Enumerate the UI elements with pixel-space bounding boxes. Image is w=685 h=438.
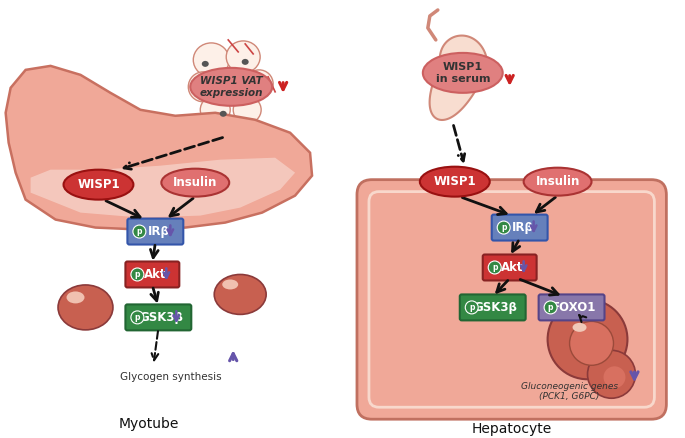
Text: WISP1 VAT
expression: WISP1 VAT expression	[199, 76, 263, 98]
Text: IRβ: IRβ	[147, 225, 169, 238]
Ellipse shape	[446, 55, 474, 90]
Text: Akt: Akt	[144, 268, 166, 281]
Circle shape	[544, 301, 557, 314]
Text: Gluconeogenic genes
(PCK1, G6PC): Gluconeogenic genes (PCK1, G6PC)	[521, 381, 618, 401]
Ellipse shape	[226, 41, 260, 73]
Ellipse shape	[242, 59, 249, 65]
Ellipse shape	[190, 68, 272, 106]
Ellipse shape	[193, 43, 229, 77]
Circle shape	[131, 268, 144, 281]
FancyBboxPatch shape	[127, 219, 184, 244]
Polygon shape	[429, 35, 488, 120]
Ellipse shape	[214, 275, 266, 314]
Text: Akt: Akt	[501, 261, 524, 274]
Text: FOXO1: FOXO1	[552, 301, 597, 314]
Circle shape	[465, 301, 478, 314]
Text: p: p	[469, 303, 475, 312]
Text: GSK3β: GSK3β	[474, 301, 518, 314]
Text: Insulin: Insulin	[536, 175, 580, 188]
Ellipse shape	[162, 169, 229, 197]
Text: p: p	[492, 263, 497, 272]
Text: p: p	[135, 313, 140, 322]
Circle shape	[603, 366, 625, 388]
Ellipse shape	[453, 61, 471, 85]
Circle shape	[133, 225, 146, 238]
Text: p: p	[135, 270, 140, 279]
Text: WISP1
in serum: WISP1 in serum	[436, 62, 490, 84]
FancyBboxPatch shape	[492, 215, 547, 240]
Circle shape	[131, 311, 144, 324]
FancyBboxPatch shape	[125, 261, 179, 287]
Ellipse shape	[58, 285, 113, 330]
Ellipse shape	[245, 70, 273, 98]
Ellipse shape	[573, 323, 586, 332]
Circle shape	[547, 300, 627, 379]
Ellipse shape	[233, 96, 261, 123]
Ellipse shape	[523, 168, 592, 196]
Circle shape	[497, 221, 510, 234]
Text: WISP1: WISP1	[77, 178, 120, 191]
FancyBboxPatch shape	[357, 180, 667, 419]
FancyBboxPatch shape	[460, 294, 525, 320]
Circle shape	[488, 261, 501, 274]
Text: Glycogen synthesis: Glycogen synthesis	[119, 372, 221, 382]
FancyBboxPatch shape	[538, 294, 604, 320]
Ellipse shape	[423, 53, 503, 93]
Text: p: p	[501, 223, 506, 232]
Text: Insulin: Insulin	[173, 176, 217, 189]
Ellipse shape	[256, 87, 262, 93]
Text: Myotube: Myotube	[119, 417, 179, 431]
Circle shape	[588, 350, 636, 398]
FancyBboxPatch shape	[483, 254, 536, 280]
Ellipse shape	[200, 96, 230, 124]
Text: p: p	[548, 303, 553, 312]
Ellipse shape	[66, 291, 84, 304]
FancyBboxPatch shape	[125, 304, 191, 330]
Ellipse shape	[222, 279, 238, 290]
Ellipse shape	[221, 73, 249, 101]
Ellipse shape	[420, 167, 490, 197]
Text: IRβ: IRβ	[512, 221, 534, 234]
Ellipse shape	[202, 61, 209, 67]
Text: Hepatocyte: Hepatocyte	[471, 422, 552, 436]
Polygon shape	[31, 158, 295, 218]
Polygon shape	[5, 66, 312, 230]
Text: GSK3β: GSK3β	[140, 311, 184, 324]
Circle shape	[569, 321, 614, 365]
Text: p: p	[136, 227, 142, 236]
Ellipse shape	[188, 72, 219, 102]
Ellipse shape	[64, 170, 134, 200]
Ellipse shape	[220, 111, 227, 117]
Text: WISP1: WISP1	[434, 175, 476, 188]
